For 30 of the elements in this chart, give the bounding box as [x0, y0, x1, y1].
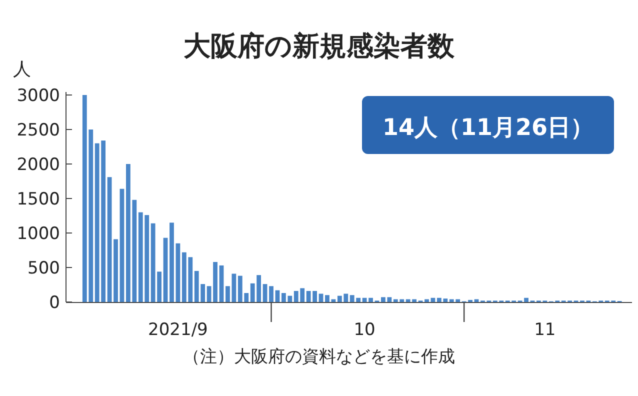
- bar: [170, 222, 174, 302]
- y-tick-label: 500: [28, 258, 60, 278]
- bar: [325, 295, 330, 302]
- bar: [318, 294, 324, 302]
- bar: [262, 284, 268, 302]
- bar: [331, 299, 336, 302]
- y-tick-label: 1500: [16, 190, 60, 210]
- x-tick-label: 10: [354, 320, 376, 340]
- x-tick-label: 2021/9: [148, 320, 208, 340]
- bar: [176, 243, 180, 302]
- y-tick-label: 3000: [16, 86, 60, 106]
- y-tick-label: 1000: [16, 224, 60, 244]
- bar: [424, 299, 429, 302]
- text: （注）大阪府の資料などを基に作成: [183, 347, 455, 367]
- bar: [269, 286, 274, 302]
- bar: [107, 177, 112, 302]
- chart-title: 大阪府の新規感染者数: [184, 31, 456, 62]
- bar: [219, 265, 224, 302]
- bar: [474, 299, 479, 302]
- y-tick-label: 2500: [16, 120, 60, 140]
- y-tick-label: 0: [49, 293, 60, 313]
- bar: [163, 238, 168, 302]
- bar: [368, 298, 373, 302]
- bar: [114, 239, 118, 302]
- y-tick-label: 2000: [16, 155, 60, 175]
- bar: [524, 298, 528, 302]
- annotation: 14人（11月26日）: [382, 115, 594, 141]
- x-tick-label: 11: [534, 320, 556, 340]
- bar: [120, 188, 124, 302]
- y-axis-title: 人: [13, 59, 31, 80]
